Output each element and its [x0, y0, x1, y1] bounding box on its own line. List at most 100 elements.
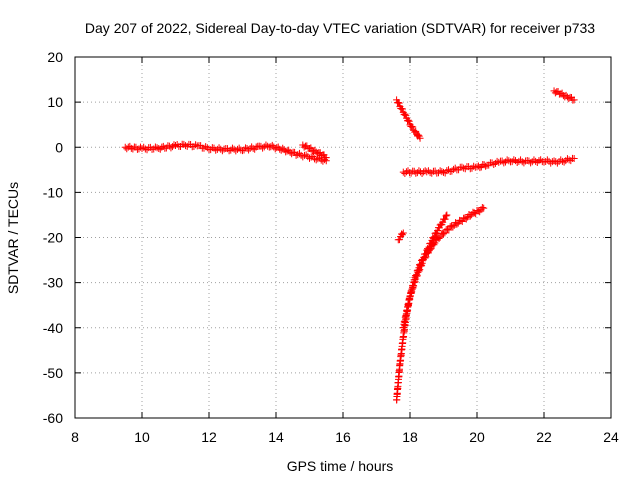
y-tick-label: -60 — [43, 410, 63, 426]
x-tick-label: 14 — [268, 429, 284, 445]
y-tick-label: 0 — [55, 139, 63, 155]
chart-title: Day 207 of 2022, Sidereal Day-to-day VTE… — [85, 20, 595, 36]
data-point-marker — [436, 233, 444, 241]
grid-lines — [75, 57, 611, 418]
data-point-marker — [192, 141, 200, 149]
data-point-marker — [399, 229, 407, 237]
data-point-marker — [395, 99, 403, 107]
data-point-marker — [182, 142, 190, 150]
data-point-marker — [288, 150, 296, 158]
data-point-marker — [420, 253, 428, 261]
data-point-marker — [408, 289, 416, 297]
y-tick-label: -40 — [43, 320, 63, 336]
data-point-marker — [490, 161, 498, 169]
data-point-marker — [124, 143, 132, 151]
data-point-marker — [283, 147, 291, 155]
x-axis-label: GPS time / hours — [287, 458, 394, 474]
data-point-marker — [441, 229, 449, 237]
y-tick-label: -10 — [43, 184, 63, 200]
data-point-marker — [512, 157, 520, 165]
data-point-marker — [415, 266, 423, 274]
data-point-marker — [560, 158, 568, 166]
data-point-marker — [430, 241, 438, 249]
data-series — [399, 204, 488, 332]
data-point-marker — [517, 156, 525, 164]
x-tick-label: 16 — [335, 429, 351, 445]
data-point-marker — [307, 153, 315, 161]
data-point-marker — [418, 259, 426, 267]
data-series — [394, 229, 407, 244]
data-point-marker — [415, 267, 423, 275]
data-point-marker — [498, 157, 506, 165]
data-point-marker — [453, 220, 461, 228]
data-point-marker — [404, 116, 412, 124]
data-point-marker — [532, 157, 540, 165]
data-point-marker — [398, 105, 406, 113]
data-point-marker — [245, 146, 253, 154]
data-point-marker — [460, 164, 468, 172]
data-point-marker — [227, 146, 235, 154]
data-point-marker — [252, 143, 260, 151]
data-point-marker — [525, 157, 533, 165]
data-point-marker — [488, 159, 496, 167]
data-point-marker — [402, 168, 410, 176]
data-points — [121, 87, 578, 404]
data-point-marker — [302, 151, 310, 159]
data-point-marker — [279, 144, 287, 152]
data-point-marker — [413, 272, 421, 280]
y-tick-label: -50 — [43, 365, 63, 381]
data-point-marker — [408, 122, 416, 130]
data-series — [399, 154, 578, 177]
data-point-marker — [426, 245, 434, 253]
data-point-marker — [398, 231, 406, 239]
data-point-marker — [409, 283, 417, 291]
data-point-marker — [138, 144, 146, 152]
data-point-marker — [427, 245, 435, 253]
data-series — [393, 96, 424, 142]
data-point-marker — [268, 141, 276, 149]
data-point-marker — [322, 154, 330, 162]
data-point-marker — [445, 226, 453, 234]
data-point-marker — [553, 159, 561, 167]
data-point-marker — [508, 158, 516, 166]
data-point-marker — [443, 211, 451, 219]
data-point-marker — [558, 157, 566, 165]
data-series — [550, 87, 578, 104]
x-tick-label: 12 — [201, 429, 217, 445]
y-tick-label: -20 — [43, 230, 63, 246]
data-point-marker — [416, 266, 424, 274]
data-point-marker — [407, 290, 415, 298]
y-tick-label: 20 — [47, 49, 63, 65]
data-point-marker — [233, 145, 241, 153]
data-point-marker — [438, 168, 446, 176]
data-point-marker — [151, 143, 159, 151]
data-point-marker — [466, 212, 474, 220]
x-tick-label: 8 — [71, 429, 79, 445]
data-point-marker — [411, 278, 419, 286]
data-point-marker — [565, 156, 573, 164]
data-point-marker — [153, 144, 161, 152]
data-point-marker — [518, 158, 526, 166]
data-point-marker — [249, 144, 257, 152]
data-point-marker — [431, 239, 439, 247]
data-point-marker — [409, 123, 417, 131]
data-point-marker — [167, 144, 175, 152]
data-point-marker — [127, 144, 135, 152]
data-point-marker — [500, 159, 508, 167]
data-point-marker — [449, 223, 457, 231]
data-point-marker — [416, 134, 424, 142]
data-series — [121, 140, 330, 165]
data-point-marker — [395, 236, 403, 244]
data-point-marker — [200, 144, 208, 152]
y-tick-label: 10 — [47, 94, 63, 110]
data-point-marker — [412, 275, 420, 283]
data-point-marker — [215, 144, 223, 152]
data-point-marker — [273, 144, 281, 152]
data-point-marker — [436, 167, 444, 175]
data-point-marker — [480, 204, 488, 212]
data-point-marker — [478, 204, 486, 212]
data-point-marker — [264, 142, 272, 150]
data-point-marker — [410, 282, 418, 290]
data-point-marker — [141, 145, 149, 153]
